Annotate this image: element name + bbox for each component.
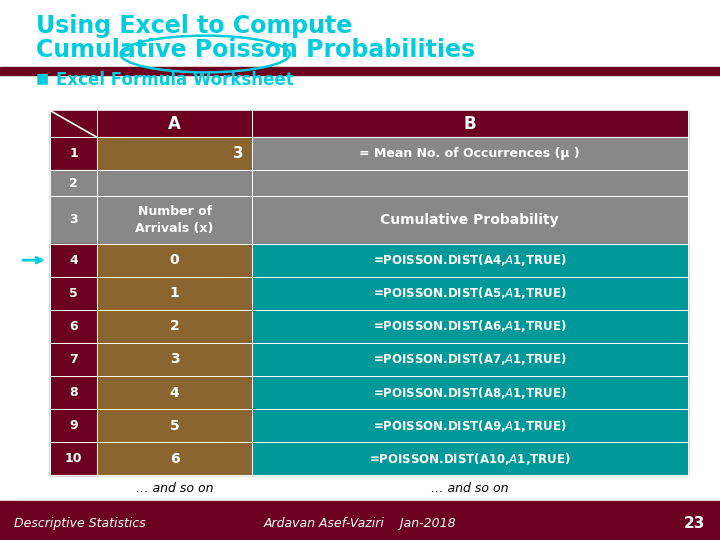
Text: … and so on: … and so on	[136, 482, 213, 495]
Bar	[252, 409, 688, 442]
Bar	[252, 376, 688, 409]
Bar	[252, 310, 688, 343]
Bar	[50, 442, 97, 475]
Bar	[97, 111, 252, 137]
Bar	[0, 68, 720, 75]
Bar	[97, 310, 252, 343]
Bar	[50, 137, 97, 171]
Text: Ardavan Asef-Vaziri    Jan-2018: Ardavan Asef-Vaziri Jan-2018	[264, 517, 456, 530]
Bar	[97, 343, 252, 376]
Bar	[50, 111, 97, 137]
Text: 23: 23	[684, 516, 706, 531]
Bar	[50, 376, 97, 409]
Text: Cumulative Probability: Cumulative Probability	[380, 213, 559, 227]
Text: =POISSON.DIST(A5,$A$1,TRUE): =POISSON.DIST(A5,$A$1,TRUE)	[373, 285, 567, 301]
Text: 3: 3	[170, 353, 179, 367]
Bar	[252, 343, 688, 376]
Text: =POISSON.DIST(A10,$A$1,TRUE): =POISSON.DIST(A10,$A$1,TRUE)	[369, 451, 570, 467]
Bar	[0, 508, 720, 540]
Text: 10: 10	[65, 452, 83, 465]
Text: 4: 4	[69, 254, 78, 267]
Text: Using Excel to Compute: Using Excel to Compute	[36, 14, 352, 37]
Bar	[252, 276, 688, 310]
Bar	[50, 276, 97, 310]
Bar	[97, 196, 252, 244]
Text: =POISSON.DIST(A6,$A$1,TRUE): =POISSON.DIST(A6,$A$1,TRUE)	[373, 319, 567, 334]
Bar	[97, 376, 252, 409]
Text: 3: 3	[233, 146, 243, 161]
Bar	[97, 276, 252, 310]
Bar	[252, 111, 688, 137]
Text: 5: 5	[170, 418, 179, 433]
Text: B: B	[464, 115, 476, 133]
Text: 8: 8	[70, 386, 78, 399]
Text: 3: 3	[70, 213, 78, 226]
Bar	[97, 244, 252, 276]
Text: = Mean No. of Occurrences (μ ): = Mean No. of Occurrences (μ )	[359, 147, 580, 160]
Text: 6: 6	[70, 320, 78, 333]
Text: Number of
Arrivals (x): Number of Arrivals (x)	[135, 205, 214, 235]
Text: 9: 9	[70, 419, 78, 432]
Text: ■: ■	[36, 71, 49, 85]
Bar	[97, 171, 252, 196]
Bar	[252, 196, 688, 244]
Text: 2: 2	[170, 319, 179, 333]
Bar	[97, 409, 252, 442]
Bar	[252, 244, 688, 276]
Bar	[0, 501, 720, 508]
Bar	[252, 442, 688, 475]
Text: 6: 6	[170, 451, 179, 465]
Text: … and so on: … and so on	[431, 482, 508, 495]
Text: 1: 1	[69, 147, 78, 160]
Text: =POISSON.DIST(A4,$A$1,TRUE): =POISSON.DIST(A4,$A$1,TRUE)	[373, 252, 567, 268]
Text: =POISSON.DIST(A8,$A$1,TRUE): =POISSON.DIST(A8,$A$1,TRUE)	[373, 384, 567, 401]
Text: Excel Formula Worksheet: Excel Formula Worksheet	[56, 71, 294, 89]
Bar	[50, 196, 97, 244]
Text: A: A	[168, 115, 181, 133]
Bar	[97, 442, 252, 475]
Text: =POISSON.DIST(A7,$A$1,TRUE): =POISSON.DIST(A7,$A$1,TRUE)	[373, 352, 567, 367]
Bar	[252, 171, 688, 196]
Bar	[50, 343, 97, 376]
Text: 5: 5	[69, 287, 78, 300]
Text: 2: 2	[69, 177, 78, 190]
Bar	[50, 171, 97, 196]
Text: 0: 0	[170, 253, 179, 267]
Bar	[97, 137, 252, 171]
Text: =POISSON.DIST(A9,$A$1,TRUE): =POISSON.DIST(A9,$A$1,TRUE)	[373, 417, 567, 434]
Text: 1: 1	[170, 286, 179, 300]
Bar	[50, 244, 97, 276]
Text: Cumulative Poisson Probabilities: Cumulative Poisson Probabilities	[36, 38, 475, 62]
Bar	[50, 409, 97, 442]
Bar	[50, 310, 97, 343]
Text: Descriptive Statistics: Descriptive Statistics	[14, 517, 146, 530]
Text: 4: 4	[170, 386, 179, 400]
Text: 7: 7	[69, 353, 78, 366]
Bar	[252, 137, 688, 171]
